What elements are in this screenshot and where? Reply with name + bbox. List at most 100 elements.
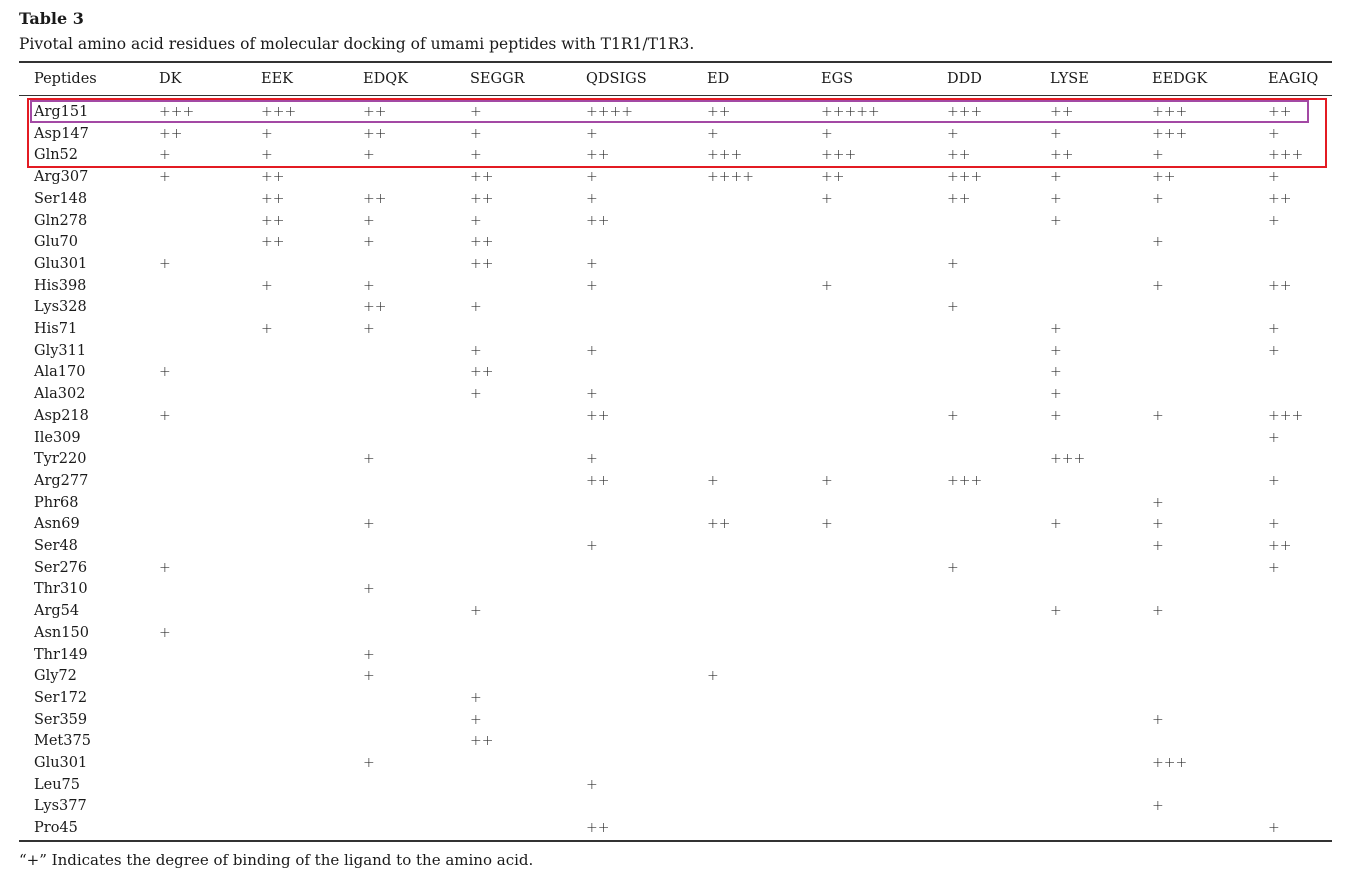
residue-label: Arg307 (34, 169, 89, 186)
binding-degree-cell: ++ (363, 125, 387, 142)
binding-degree-cell: + (1268, 472, 1280, 489)
binding-degree-cell: ++ (821, 169, 845, 186)
header-col-lyse: LYSE (1050, 71, 1089, 87)
table-row: Glu70 ++ + ++ + (0, 232, 1356, 254)
table-header: Peptides DK EEK EDQK SEGGR QDSIGS ED EGS DDD LYS… (0, 69, 1356, 89)
binding-degree-cell: + (159, 169, 171, 186)
binding-degree-cell: ++ (470, 733, 494, 750)
binding-degree-cell: + (159, 624, 171, 641)
binding-degree-cell: + (261, 147, 273, 164)
table-row: Gly311 + + + + (0, 341, 1356, 363)
residue-label: Glu70 (34, 234, 79, 251)
binding-degree-cell: ++ (470, 255, 494, 272)
binding-degree-cell: + (1152, 147, 1164, 164)
top-rule (19, 61, 1332, 63)
header-col-qdsigs: QDSIGS (586, 71, 647, 87)
binding-degree-cell: + (1152, 494, 1164, 511)
binding-degree-cell: +++ (159, 104, 195, 120)
binding-degree-cell: ++ (1268, 190, 1292, 207)
binding-degree-cell: ++ (947, 190, 971, 207)
header-col-ed: ED (707, 71, 730, 87)
table-caption: Pivotal amino acid residues of molecular… (19, 35, 695, 53)
binding-degree-cell: + (1152, 711, 1164, 728)
table-row: Ser172 + (0, 688, 1356, 710)
binding-degree-cell: ++ (1268, 277, 1292, 294)
binding-degree-cell: + (1050, 212, 1062, 229)
binding-degree-cell: + (586, 538, 598, 554)
binding-degree-cell: + (159, 559, 171, 576)
binding-degree-cell: ++ (586, 472, 610, 489)
binding-degree-cell: + (1152, 277, 1164, 294)
binding-degree-cell: + (470, 212, 482, 229)
binding-degree-cell: +++++ (821, 104, 880, 120)
table-row: Tyr220 + + +++ (0, 449, 1356, 471)
residue-label: Ser359 (34, 711, 88, 728)
binding-degree-cell: + (1152, 234, 1164, 251)
table-title: Table 3 (19, 9, 84, 28)
binding-degree-cell: + (586, 255, 598, 272)
binding-degree-cell: + (586, 190, 598, 207)
binding-degree-cell: ++ (1050, 104, 1074, 120)
table-row: Ser276 + + + (0, 558, 1356, 580)
binding-degree-cell: + (470, 299, 482, 316)
binding-degree-cell: ++ (586, 147, 610, 164)
binding-degree-cell: + (947, 407, 959, 424)
table-row: Ser359 + + (0, 710, 1356, 732)
binding-degree-cell: + (1050, 342, 1062, 359)
residue-label: Gly72 (34, 668, 77, 685)
binding-degree-cell: + (261, 321, 273, 337)
binding-degree-cell: + (1268, 342, 1280, 359)
binding-degree-cell: + (1050, 364, 1062, 381)
residue-label: Lys328 (34, 299, 87, 316)
binding-degree-cell: + (821, 125, 833, 142)
binding-degree-cell: + (1268, 169, 1280, 186)
header-col-eedgk: EEDGK (1152, 71, 1208, 87)
header-col-eek: EEK (261, 71, 294, 87)
binding-degree-cell: ++ (363, 190, 387, 207)
binding-degree-cell: ++ (1050, 147, 1074, 164)
binding-degree-cell: + (947, 559, 959, 576)
binding-degree-cell: ++++ (707, 169, 754, 186)
residue-label: Ile309 (34, 429, 81, 446)
header-col-dk: DK (159, 71, 182, 87)
binding-degree-cell: ++ (1152, 169, 1176, 186)
binding-degree-cell: + (1050, 407, 1062, 424)
table-row: Glu301 + +++ (0, 753, 1356, 775)
binding-degree-cell: +++ (947, 169, 983, 186)
binding-degree-cell: ++ (470, 364, 494, 381)
binding-degree-cell: + (1268, 516, 1280, 533)
binding-degree-cell: + (1050, 516, 1062, 533)
binding-degree-cell: + (1050, 169, 1062, 186)
table-row: Glu301 + ++ + + (0, 254, 1356, 276)
table-row: Arg151 +++ +++ ++ + ++++ ++ +++++ +++ ++ +++ ++ (0, 102, 1356, 124)
binding-degree-cell: + (947, 255, 959, 272)
binding-degree-cell: ++ (470, 234, 494, 251)
table-row: Gln278 ++ + + ++ + + (0, 211, 1356, 233)
binding-degree-cell: + (1268, 212, 1280, 229)
binding-degree-cell: + (159, 407, 171, 424)
table-row: Ser48 + + ++ (0, 536, 1356, 558)
binding-degree-cell: ++ (261, 234, 285, 251)
binding-degree-cell: ++ (947, 147, 971, 164)
residue-label: Asn69 (34, 516, 80, 533)
binding-degree-cell: + (159, 255, 171, 272)
table-row: Arg54 + + + (0, 601, 1356, 623)
residue-label: Ser172 (34, 689, 88, 706)
binding-degree-cell: +++ (707, 147, 743, 164)
residue-label: Ala170 (34, 364, 86, 381)
header-rule (19, 95, 1332, 96)
residue-label: His71 (34, 321, 78, 337)
binding-degree-cell: +++ (1050, 451, 1086, 468)
binding-degree-cell: ++ (470, 169, 494, 186)
residue-label: Asp147 (34, 125, 89, 142)
table-row: Phr68 + (0, 493, 1356, 515)
binding-degree-cell: + (363, 147, 375, 164)
highlight-box-red (27, 98, 1327, 168)
binding-degree-cell: + (159, 147, 171, 164)
binding-degree-cell: + (1268, 321, 1280, 337)
binding-degree-cell: + (1152, 190, 1164, 207)
binding-degree-cell: + (363, 277, 375, 294)
binding-degree-cell: + (1152, 798, 1164, 815)
residue-label: Ala302 (34, 386, 86, 403)
binding-degree-cell: + (363, 234, 375, 251)
